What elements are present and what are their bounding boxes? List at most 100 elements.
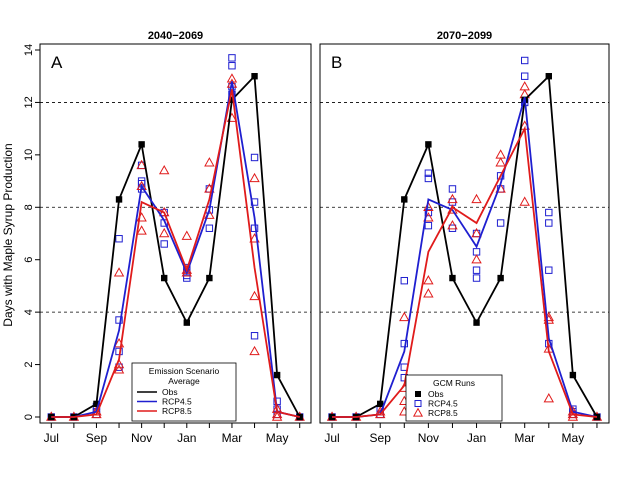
- y-tick-label: 12: [23, 96, 35, 108]
- y-tick-label: 14: [23, 44, 35, 56]
- run-point-rcp45: [472, 266, 481, 274]
- x-tick-label: Jan: [177, 431, 196, 445]
- run-point-rcp85: [158, 164, 170, 175]
- y-tick-label: 4: [23, 309, 35, 315]
- panel-label: A: [51, 53, 63, 72]
- run-point-rcp85: [181, 230, 193, 240]
- run-point-rcp45: [545, 219, 553, 227]
- legend-entry: Obs: [428, 389, 444, 399]
- x-tick-label: Nov: [418, 431, 439, 445]
- run-point-rcp45: [448, 185, 457, 193]
- legend-title: GCM Runs: [433, 378, 475, 388]
- run-point-rcp85: [423, 275, 434, 285]
- legend-entry: RCP4.5: [428, 399, 458, 409]
- run-point-rcp85: [113, 364, 125, 374]
- obs-point: [593, 413, 601, 421]
- panel-title: 2070−2099: [437, 30, 492, 42]
- x-tick-label: Jul: [324, 431, 339, 445]
- x-tick-label: Nov: [131, 431, 152, 445]
- run-point-rcp85: [447, 193, 458, 204]
- legend-swatch: [412, 407, 424, 417]
- obs-point: [545, 73, 552, 80]
- obs-point: [449, 274, 456, 282]
- x-tick-label: Sep: [86, 431, 108, 445]
- y-tick-label: 6: [23, 257, 35, 263]
- obs-point: [401, 196, 408, 203]
- run-point-rcp85: [136, 225, 147, 235]
- run-point-rcp85: [519, 196, 530, 206]
- panel-label: B: [331, 53, 342, 72]
- run-point-rcp45: [115, 235, 123, 243]
- rcp45-mean-line: [332, 96, 598, 418]
- y-tick-label: 10: [23, 149, 35, 161]
- run-point-rcp85: [158, 227, 170, 238]
- rcp85-mean-line: [51, 89, 300, 418]
- run-point-rcp85: [249, 345, 260, 356]
- legend-swatch: [414, 400, 422, 407]
- legend-entry: Obs: [162, 387, 178, 397]
- obs-point: [425, 141, 432, 148]
- run-point-rcp85: [374, 408, 386, 419]
- legend-title: Emission Scenario: [149, 366, 220, 376]
- x-tick-label: Jul: [44, 431, 59, 445]
- obs-point: [228, 96, 236, 104]
- run-point-rcp85: [567, 411, 579, 421]
- legend-entry: RCP4.5: [162, 397, 192, 407]
- run-point-rcp45: [496, 172, 505, 180]
- run-point-rcp45: [424, 174, 433, 183]
- run-point-rcp85: [204, 157, 215, 167]
- run-point-rcp85: [471, 227, 482, 238]
- x-tick-label: Sep: [370, 431, 392, 445]
- run-point-rcp85: [495, 149, 506, 159]
- obs-point: [161, 274, 168, 282]
- obs-line: [51, 74, 301, 418]
- run-point-rcp85: [567, 408, 579, 419]
- run-point-rcp85: [91, 408, 102, 419]
- plot-frame: [39, 43, 312, 424]
- run-point-rcp45: [228, 62, 236, 70]
- panel-title: 2040−2069: [148, 30, 203, 42]
- obs-point: [93, 400, 100, 408]
- rcp45-mean-line: [51, 81, 300, 418]
- run-point-rcp85: [249, 290, 260, 301]
- legend-subtitle: Average: [168, 376, 200, 386]
- run-point-rcp85: [471, 254, 482, 264]
- run-point-rcp45: [424, 208, 433, 217]
- legend-entry: RCP8.5: [428, 408, 458, 418]
- run-point-rcp85: [226, 78, 238, 88]
- run-point-rcp45: [521, 72, 529, 80]
- x-tick-label: Jan: [467, 431, 486, 445]
- run-point-rcp85: [471, 193, 482, 204]
- run-point-rcp85: [543, 393, 555, 403]
- run-point-rcp45: [250, 153, 259, 162]
- run-point-rcp45: [521, 56, 529, 65]
- y-tick-label: 8: [23, 204, 35, 210]
- panel-a: 2040−2069 A 0 2 4 6 8 10 12 14 Jul Sep Nov Jan Mar May E…: [23, 30, 312, 445]
- run-point-rcp45: [160, 240, 168, 248]
- run-point-rcp85: [181, 267, 193, 277]
- plot-frame: [319, 43, 610, 424]
- run-point-rcp85: [113, 267, 125, 277]
- run-point-rcp45: [250, 332, 259, 340]
- run-point-rcp85: [136, 159, 147, 170]
- run-point-rcp85: [249, 172, 260, 183]
- obs-point: [206, 274, 213, 282]
- obs-point: [497, 274, 504, 282]
- run-point-rcp45: [496, 219, 505, 227]
- run-point-rcp45: [472, 274, 481, 282]
- obs-point: [569, 371, 577, 379]
- run-point-rcp45: [205, 224, 214, 232]
- run-point-rcp45: [545, 266, 553, 274]
- y-axis-label: Days with Maple Syrup Production: [1, 143, 15, 326]
- y-tick-label: 0: [23, 414, 35, 420]
- run-point-rcp85: [271, 408, 283, 419]
- obs-point: [273, 371, 281, 379]
- run-point-rcp45: [448, 224, 457, 232]
- run-point-rcp85: [447, 220, 458, 230]
- x-tick-label: Mar: [222, 431, 243, 445]
- run-point-rcp85: [399, 311, 410, 322]
- run-point-rcp45: [115, 316, 123, 324]
- run-point-rcp85: [495, 157, 506, 167]
